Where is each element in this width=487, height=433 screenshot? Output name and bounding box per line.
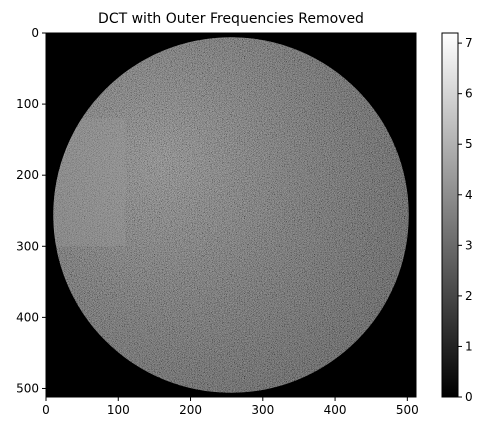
plot-frame bbox=[45, 32, 417, 398]
y-tick-label: 0 bbox=[31, 26, 39, 40]
colorbar: 0 1 2 3 4 5 6 7 bbox=[441, 32, 473, 404]
colorbar-tick-label: 2 bbox=[465, 289, 473, 303]
x-tick-label: 0 bbox=[42, 403, 50, 417]
y-tick-label: 300 bbox=[16, 239, 39, 253]
colorbar-tick-label: 3 bbox=[465, 238, 473, 252]
x-axis: 0 100 200 300 400 500 bbox=[42, 397, 419, 417]
colorbar-tick-label: 4 bbox=[465, 188, 473, 202]
y-tick-label: 400 bbox=[16, 310, 39, 324]
y-tick-label: 200 bbox=[16, 168, 39, 182]
y-tick-label: 100 bbox=[16, 97, 39, 111]
colorbar-gradient bbox=[441, 32, 459, 398]
plot-area: 0 100 200 300 400 500 0 100 200 300 400 500 bbox=[16, 26, 419, 417]
colorbar-tick-label: 5 bbox=[465, 137, 473, 151]
x-tick-label: 100 bbox=[107, 403, 130, 417]
x-tick-label: 200 bbox=[179, 403, 202, 417]
chart-title: DCT with Outer Frequencies Removed bbox=[98, 11, 364, 27]
x-tick-label: 500 bbox=[396, 403, 419, 417]
colorbar-tick-label: 1 bbox=[465, 339, 473, 353]
x-tick-label: 300 bbox=[251, 403, 274, 417]
y-tick-label: 500 bbox=[16, 381, 39, 395]
colorbar-ticks: 0 1 2 3 4 5 6 7 bbox=[458, 36, 473, 404]
colorbar-tick-label: 0 bbox=[465, 390, 473, 404]
colorbar-tick-label: 7 bbox=[465, 36, 473, 50]
colorbar-tick-label: 6 bbox=[465, 87, 473, 101]
y-axis: 0 100 200 300 400 500 bbox=[16, 26, 46, 395]
x-tick-label: 400 bbox=[324, 403, 347, 417]
disk-noise-texture bbox=[53, 37, 409, 393]
